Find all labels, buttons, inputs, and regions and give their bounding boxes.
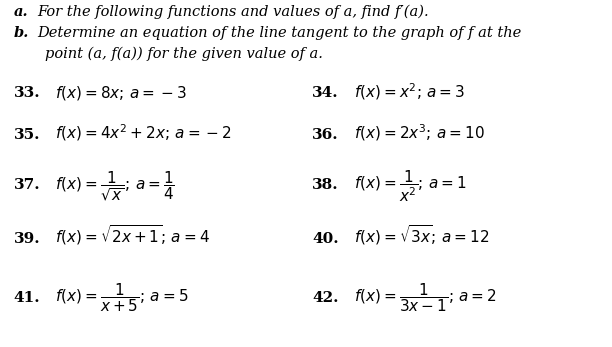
Text: $f(x) = 4x^2 + 2x;\, a = -2$: $f(x) = 4x^2 + 2x;\, a = -2$ (55, 122, 232, 143)
Text: $f(x) = \sqrt{2x+1};\, a = 4$: $f(x) = \sqrt{2x+1};\, a = 4$ (55, 223, 210, 247)
Text: 40.: 40. (312, 232, 339, 246)
Text: $f(x) = \dfrac{1}{x^2};\, a = 1$: $f(x) = \dfrac{1}{x^2};\, a = 1$ (354, 168, 466, 204)
Text: 39.: 39. (13, 232, 40, 246)
Text: 37.: 37. (13, 178, 40, 192)
Text: a.: a. (13, 5, 28, 19)
Text: 42.: 42. (312, 291, 338, 305)
Text: $f(x) = 8x;\, a = -3$: $f(x) = 8x;\, a = -3$ (55, 84, 187, 102)
Text: 41.: 41. (13, 291, 40, 305)
Text: 38.: 38. (312, 178, 339, 192)
Text: $f(x) = \sqrt{3x};\, a = 12$: $f(x) = \sqrt{3x};\, a = 12$ (354, 223, 489, 247)
Text: 34.: 34. (312, 86, 339, 100)
Text: $f(x) = x^2;\, a = 3$: $f(x) = x^2;\, a = 3$ (354, 81, 465, 102)
Text: For the following functions and values of a, find f′(a).: For the following functions and values o… (37, 4, 428, 19)
Text: $f(x) = \dfrac{1}{x+5};\, a = 5$: $f(x) = \dfrac{1}{x+5};\, a = 5$ (55, 281, 188, 314)
Text: Determine an equation of the line tangent to the graph of f at the: Determine an equation of the line tangen… (37, 26, 521, 40)
Text: point (a, f(a)) for the given value of a.: point (a, f(a)) for the given value of a… (45, 46, 323, 61)
Text: $f(x) = \dfrac{1}{\sqrt{x}};\, a = \dfrac{1}{4}$: $f(x) = \dfrac{1}{\sqrt{x}};\, a = \dfra… (55, 169, 175, 203)
Text: $f(x) = 2x^3;\, a = 10$: $f(x) = 2x^3;\, a = 10$ (354, 122, 485, 143)
Text: $f(x) = \dfrac{1}{3x-1};\, a = 2$: $f(x) = \dfrac{1}{3x-1};\, a = 2$ (354, 281, 496, 314)
Text: 36.: 36. (312, 128, 339, 142)
Text: 35.: 35. (13, 128, 40, 142)
Text: 33.: 33. (13, 86, 40, 100)
Text: b.: b. (13, 26, 29, 40)
